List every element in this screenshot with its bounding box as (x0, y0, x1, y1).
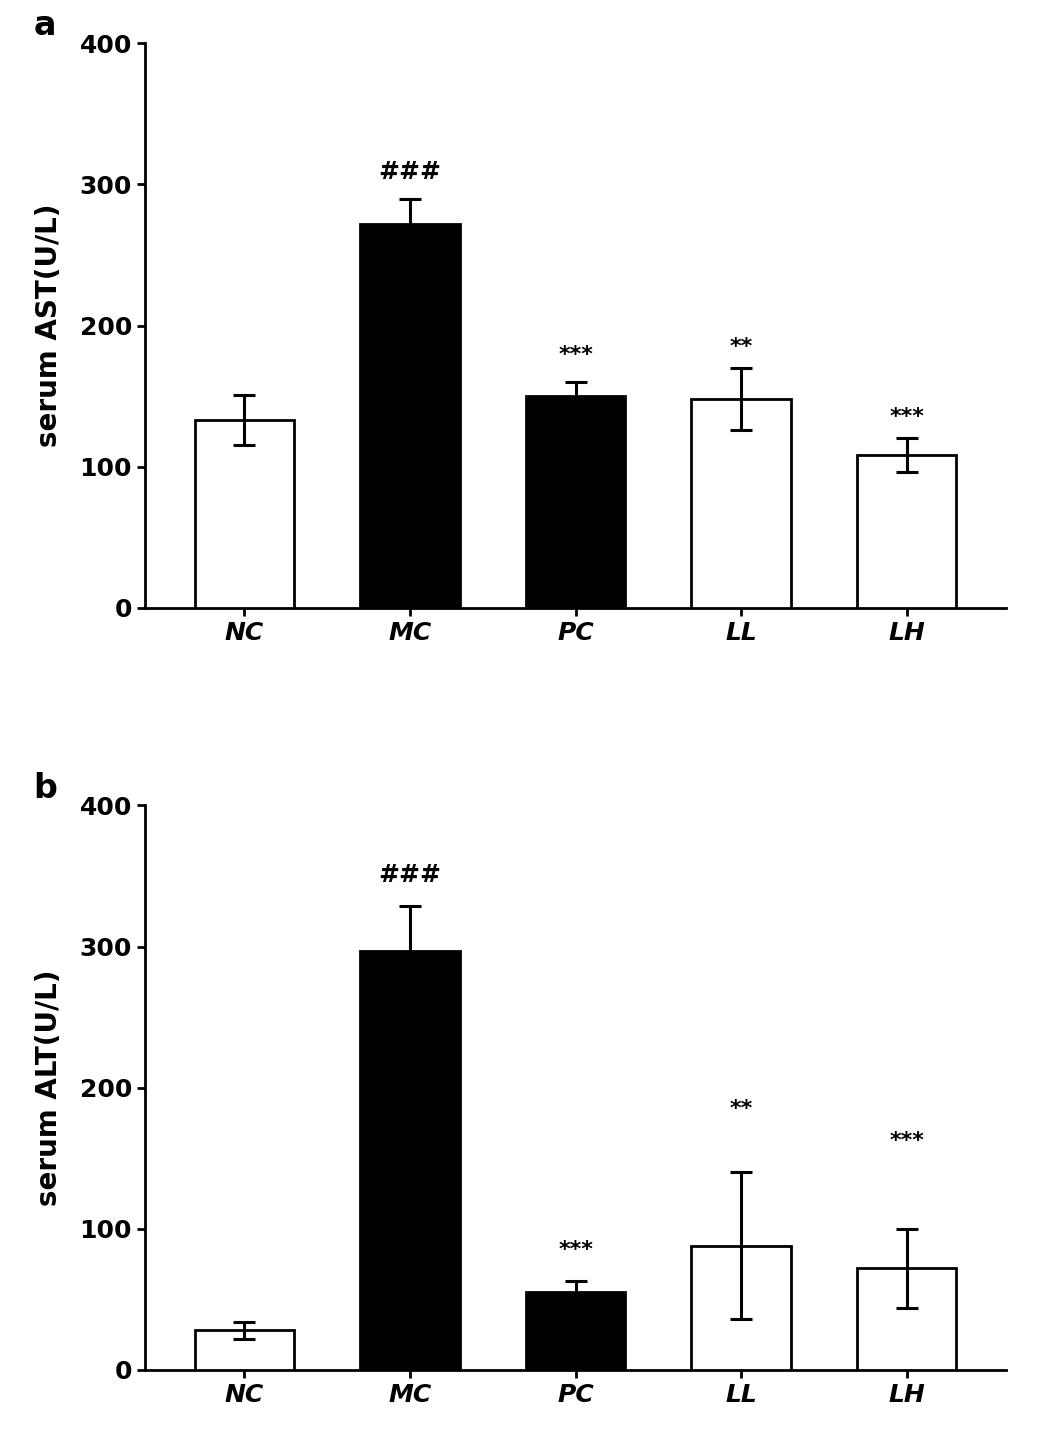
Text: **: ** (729, 1099, 753, 1119)
Y-axis label: serum AST(U/L): serum AST(U/L) (35, 203, 63, 447)
Text: **: ** (729, 336, 753, 356)
Y-axis label: serum ALT(U/L): serum ALT(U/L) (35, 969, 63, 1206)
Bar (195, 420, 295, 607)
Bar (857, 456, 956, 607)
Bar (526, 397, 625, 607)
Text: a: a (33, 10, 56, 42)
Bar (361, 224, 459, 607)
Bar (361, 950, 459, 1370)
Bar (857, 1269, 956, 1370)
Text: ***: *** (889, 1131, 924, 1151)
Text: ***: *** (558, 1240, 593, 1260)
Bar (526, 1292, 625, 1370)
Text: ###: ### (379, 160, 442, 185)
Text: ***: *** (558, 345, 593, 365)
Text: b: b (33, 771, 57, 805)
Text: ###: ### (379, 864, 442, 887)
Bar (692, 399, 791, 607)
Bar (195, 1331, 295, 1370)
Bar (692, 1246, 791, 1370)
Text: ***: *** (889, 407, 924, 427)
